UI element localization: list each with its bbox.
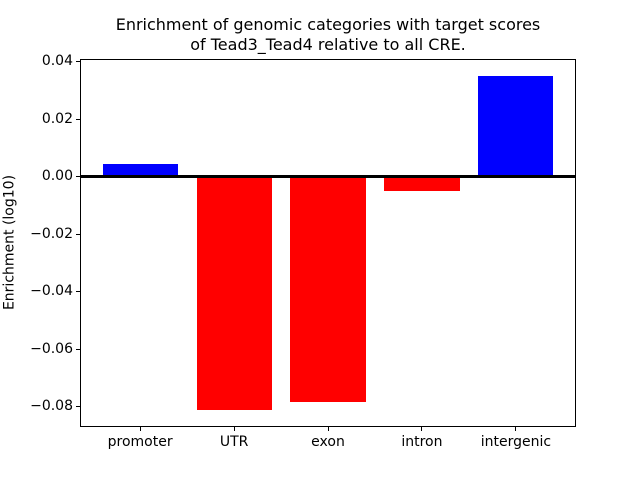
y-tick-mark: [76, 348, 80, 350]
x-tick-mark: [139, 427, 141, 431]
x-tick-label-intron: intron: [401, 434, 443, 450]
y-tick-label: 0.04: [41, 53, 73, 70]
y-tick-mark: [76, 233, 80, 235]
x-tick-mark: [515, 427, 517, 431]
x-tick-mark: [233, 427, 235, 431]
y-tick-label: −0.06: [30, 340, 73, 357]
y-tick-mark: [76, 61, 80, 63]
y-tick-mark: [76, 118, 80, 120]
chart-title-line1: Enrichment of genomic categories with ta…: [115, 15, 541, 34]
y-tick-label: −0.04: [30, 283, 73, 300]
bar-intergenic: [478, 75, 554, 177]
y-tick-mark: [76, 176, 80, 178]
y-tick-label: −0.08: [30, 398, 73, 415]
y-tick-mark: [76, 406, 80, 408]
y-tick-label: 0.02: [41, 110, 73, 127]
bar-promoter: [102, 163, 178, 177]
y-tick-label: 0.00: [41, 168, 73, 185]
x-tick-label-UTR: UTR: [219, 434, 249, 450]
x-tick-mark: [327, 427, 329, 431]
x-tick-label-promoter: promoter: [107, 434, 173, 450]
bar-UTR: [196, 176, 272, 411]
y-tick-label: −0.02: [30, 225, 73, 242]
bar-exon: [290, 176, 366, 402]
chart-title-line2: of Tead3_Tead4 relative to all CRE.: [190, 35, 466, 54]
bar-intron: [384, 176, 460, 191]
y-tick-mark: [76, 291, 80, 293]
x-tick-mark: [421, 427, 423, 431]
x-tick-label-exon: exon: [311, 434, 345, 450]
zero-reference-line: [80, 175, 576, 179]
x-tick-label-intergenic: intergenic: [480, 434, 552, 450]
chart-title: Enrichment of genomic categories with ta…: [80, 15, 576, 55]
